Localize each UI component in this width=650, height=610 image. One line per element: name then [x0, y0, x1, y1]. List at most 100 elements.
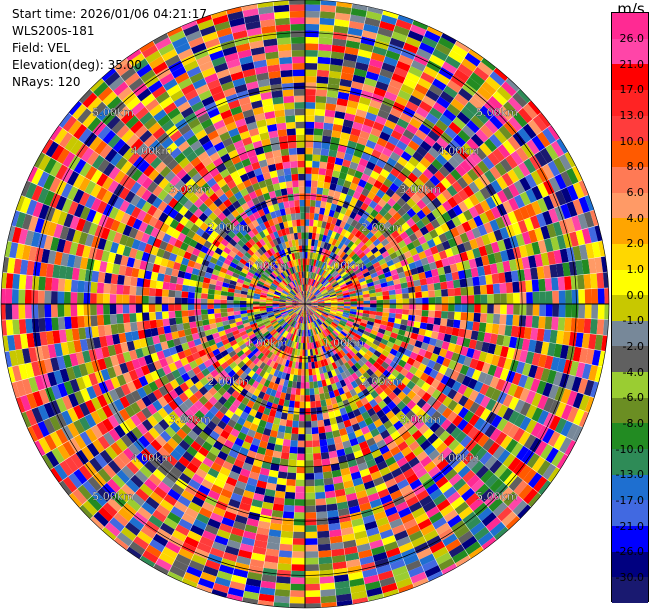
velocity-gate	[591, 288, 599, 304]
velocity-gate	[311, 300, 318, 303]
velocity-gate	[457, 201, 469, 213]
velocity-gate	[310, 297, 317, 302]
velocity-gate	[181, 297, 188, 304]
velocity-gate	[318, 432, 327, 441]
velocity-gate	[544, 316, 553, 330]
velocity-gate	[392, 377, 402, 387]
velocity-gate	[305, 499, 316, 506]
velocity-gate	[478, 173, 491, 187]
velocity-gate	[305, 466, 314, 474]
velocity-gate	[397, 381, 407, 392]
velocity-gate	[292, 544, 305, 552]
velocity-gate	[352, 280, 360, 286]
velocity-gate	[429, 245, 439, 255]
velocity-gate	[393, 161, 405, 173]
velocity-gate	[117, 274, 125, 285]
velocity-gate	[508, 476, 523, 492]
velocity-gate	[436, 403, 448, 415]
velocity-gate	[344, 46, 359, 56]
velocity-gate	[407, 30, 424, 42]
velocity-gate	[555, 330, 565, 345]
velocity-gate	[368, 254, 376, 262]
velocity-gate	[310, 286, 314, 293]
velocity-gate	[346, 320, 354, 326]
velocity-gate	[504, 271, 513, 283]
velocity-gate	[532, 304, 540, 316]
velocity-gate	[448, 121, 462, 135]
velocity-gate	[11, 304, 19, 320]
velocity-gate	[103, 293, 110, 304]
velocity-gate	[502, 453, 516, 468]
velocity-gate	[377, 273, 386, 280]
velocity-gate	[311, 302, 319, 304]
velocity-gate	[374, 283, 382, 289]
velocity-gate	[333, 224, 340, 233]
velocity-gate	[289, 394, 296, 402]
velocity-gate	[353, 256, 361, 263]
velocity-gate	[470, 115, 485, 129]
velocity-gate	[431, 197, 442, 209]
velocity-gate	[522, 103, 538, 120]
velocity-gate	[468, 181, 480, 194]
velocity-gate	[578, 180, 589, 197]
velocity-gate	[311, 173, 319, 181]
velocity-gate	[337, 212, 345, 221]
velocity-gate	[404, 145, 416, 157]
velocity-gate	[376, 332, 385, 339]
velocity-gate	[424, 248, 433, 258]
velocity-gate	[370, 209, 379, 218]
velocity-gate	[458, 395, 469, 407]
velocity-gate	[290, 583, 305, 591]
velocity-gate	[370, 257, 379, 265]
velocity-gate	[320, 241, 326, 249]
velocity-gate	[386, 280, 395, 287]
velocity-gate	[518, 162, 531, 177]
velocity-gate	[305, 290, 307, 298]
velocity-gate	[414, 419, 425, 430]
velocity-gate	[558, 290, 566, 304]
velocity-gate	[77, 304, 84, 316]
velocity-gate	[513, 304, 520, 315]
velocity-gate	[352, 335, 360, 343]
velocity-gate	[334, 247, 341, 255]
velocity-gate	[355, 199, 364, 209]
velocity-gate	[328, 77, 341, 86]
velocity-gate	[392, 343, 401, 352]
velocity-gate	[352, 265, 360, 272]
velocity-gate	[305, 440, 313, 448]
velocity-gate	[469, 358, 479, 370]
velocity-gate	[370, 272, 378, 279]
velocity-gate	[377, 74, 392, 85]
velocity-gate	[162, 281, 170, 290]
velocity-gate	[323, 309, 331, 313]
velocity-gate	[315, 95, 327, 104]
velocity-gate	[394, 261, 403, 269]
velocity-gate	[226, 300, 234, 304]
velocity-gate	[479, 105, 494, 120]
velocity-gate	[412, 253, 421, 262]
velocity-gate	[512, 92, 528, 108]
velocity-gate	[97, 325, 106, 337]
velocity-gate	[339, 192, 347, 201]
velocity-gate	[409, 117, 422, 129]
velocity-gate	[337, 334, 344, 341]
velocity-gate	[581, 363, 592, 380]
velocity-gate	[97, 271, 106, 283]
velocity-gate	[330, 279, 337, 285]
velocity-gate	[410, 374, 420, 385]
velocity-gate	[432, 324, 441, 333]
velocity-gate	[277, 471, 288, 479]
velocity-gate	[157, 326, 165, 336]
velocity-gate	[560, 420, 573, 437]
velocity-gate	[305, 160, 313, 168]
velocity-gate	[410, 267, 419, 276]
velocity-gate	[479, 383, 490, 396]
velocity-gate	[319, 316, 326, 322]
velocity-gate	[507, 211, 518, 225]
velocity-gate	[305, 300, 311, 304]
velocity-gate	[491, 273, 500, 284]
velocity-gate	[544, 278, 553, 292]
velocity-gate	[388, 264, 397, 272]
velocity-gate	[451, 380, 462, 392]
velocity-gate	[570, 275, 579, 290]
